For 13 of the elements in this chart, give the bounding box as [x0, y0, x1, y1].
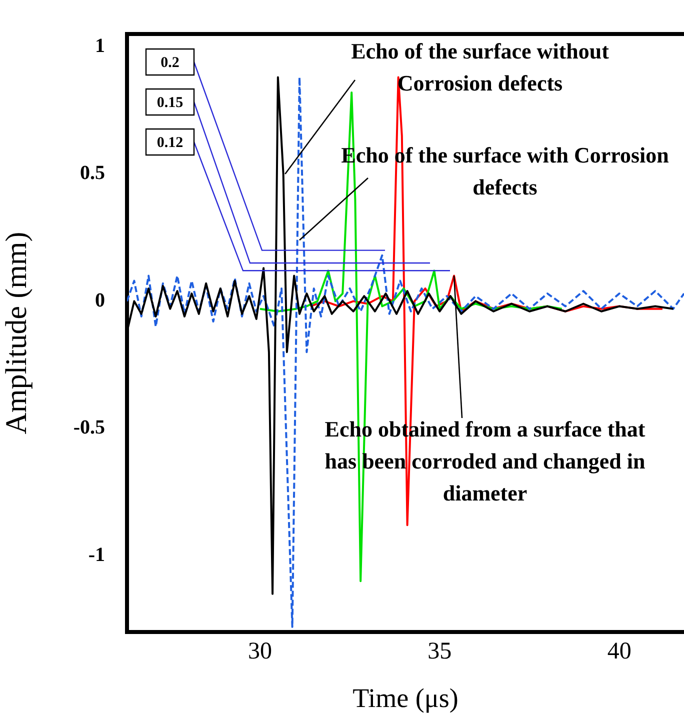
- annotation: 0.12: [156, 134, 184, 151]
- x-tick-label: 35: [428, 638, 452, 665]
- x-tick-label: 30: [248, 638, 272, 665]
- y-tick-label: 1: [95, 34, 105, 57]
- annotation: 0.15: [156, 94, 184, 111]
- y-tick-label: 0.5: [80, 162, 105, 184]
- y-axis-title: Amplitude (mm): [0, 232, 33, 434]
- y-tick-label: -0.5: [73, 416, 105, 439]
- y-tick-label: 0: [95, 289, 105, 312]
- x-tick-label: 40: [607, 638, 632, 665]
- x-axis-title: Time (μs): [352, 682, 458, 713]
- y-tick-label: -1: [88, 544, 105, 566]
- annotation: 0.2: [160, 54, 180, 71]
